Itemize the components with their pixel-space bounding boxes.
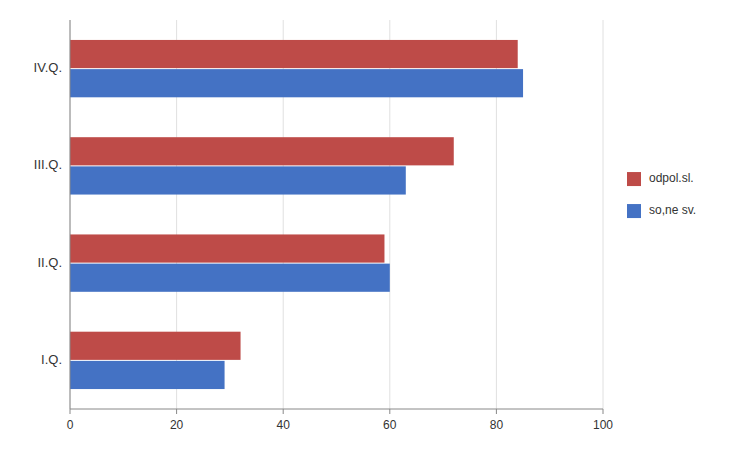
bar bbox=[70, 234, 384, 262]
y-axis-line bbox=[70, 20, 71, 409]
tick-label: 40 bbox=[277, 418, 291, 432]
x-axis-line bbox=[70, 409, 603, 410]
bar bbox=[70, 69, 523, 97]
bar bbox=[70, 166, 406, 194]
grid-line bbox=[603, 20, 604, 409]
grid-line bbox=[70, 20, 71, 409]
bar bbox=[70, 361, 225, 389]
tick-mark bbox=[603, 409, 604, 414]
bar bbox=[70, 137, 454, 165]
x-axis: 0 20 40 60 80 100 bbox=[67, 409, 614, 432]
tick-mark bbox=[389, 409, 390, 414]
tick-label: 20 bbox=[170, 418, 184, 432]
tick-mark bbox=[283, 409, 284, 414]
category-label: IV.Q. bbox=[34, 60, 62, 75]
bar bbox=[70, 264, 390, 292]
chart: 0 20 40 60 80 100 I.Q. II.Q. III.Q. IV.Q. odpol.sl… bbox=[0, 0, 753, 451]
chart-container: 0 20 40 60 80 100 I.Q. II.Q. III.Q. IV.Q. odpol.sl… bbox=[0, 0, 753, 451]
tick-mark bbox=[176, 409, 177, 414]
bar bbox=[70, 40, 518, 68]
legend-swatch bbox=[627, 172, 641, 186]
tick-mark bbox=[496, 409, 497, 414]
grid bbox=[70, 20, 603, 409]
category-label: I.Q. bbox=[41, 352, 62, 367]
tick-mark bbox=[70, 409, 71, 414]
tick-label: 60 bbox=[383, 418, 397, 432]
tick-label: 0 bbox=[67, 418, 74, 432]
tick-label: 80 bbox=[490, 418, 504, 432]
bars bbox=[70, 40, 523, 389]
legend: odpol.sl. so,ne sv. bbox=[627, 171, 696, 218]
category-label: II.Q. bbox=[37, 255, 62, 270]
y-axis: I.Q. II.Q. III.Q. IV.Q. bbox=[34, 60, 62, 367]
bar bbox=[70, 332, 241, 360]
legend-swatch bbox=[627, 204, 641, 218]
legend-label: so,ne sv. bbox=[649, 203, 696, 217]
category-label: III.Q. bbox=[34, 157, 62, 172]
tick-label: 100 bbox=[593, 418, 613, 432]
legend-label: odpol.sl. bbox=[649, 171, 694, 185]
